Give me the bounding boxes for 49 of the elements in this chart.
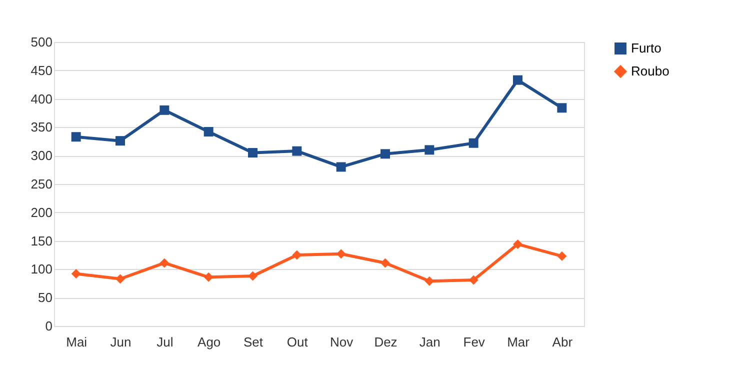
y-tick-label: 400: [30, 91, 52, 106]
x-tick-label: Out: [286, 334, 308, 350]
x-tick-label: Dez: [374, 334, 398, 350]
point: [513, 75, 522, 85]
x-tick-label: Fev: [463, 334, 486, 350]
y-tick-label: 150: [30, 233, 52, 248]
point: [557, 103, 567, 113]
point: [557, 251, 567, 261]
point: [468, 138, 478, 148]
point: [292, 250, 302, 260]
y-tick-label: 350: [30, 120, 52, 135]
y-tick-label: 250: [30, 176, 52, 192]
point: [336, 249, 346, 259]
legend-label: Roubo: [631, 64, 670, 78]
point: [380, 258, 390, 268]
x-tick-label: Jan: [419, 334, 440, 350]
y-tick-label: 300: [30, 148, 52, 164]
y-tick-label: 450: [30, 62, 52, 78]
x-tick-label: Abr: [552, 334, 574, 350]
point: [424, 276, 434, 286]
point: [468, 275, 478, 285]
point: [292, 146, 302, 156]
point: [248, 271, 258, 281]
point: [160, 258, 170, 268]
point: [336, 162, 346, 172]
point: [424, 145, 434, 155]
legend-label: Furto: [631, 40, 662, 56]
point: [380, 149, 390, 159]
point: [204, 127, 214, 136]
y-tick-label: 100: [30, 262, 52, 277]
y-tick-label: 50: [38, 290, 52, 306]
y-tick-label: 0: [45, 318, 52, 334]
point: [116, 136, 125, 146]
point: [116, 274, 125, 284]
x-tick-label: Mar: [507, 334, 530, 350]
point: [160, 105, 170, 115]
x-tick-label: Jun: [110, 334, 132, 350]
point: [513, 239, 522, 249]
x-tick-label: Ago: [198, 334, 221, 350]
x-tick-label: Jul: [156, 334, 174, 350]
point: [248, 148, 258, 158]
y-tick-label: 500: [30, 34, 52, 50]
point: [204, 272, 214, 282]
point: [71, 269, 81, 278]
point: [71, 132, 81, 142]
x-tick-label: Mai: [66, 334, 88, 350]
x-tick-label: Set: [243, 334, 264, 350]
y-tick-label: 200: [30, 204, 52, 220]
x-tick-label: Nov: [330, 334, 354, 350]
